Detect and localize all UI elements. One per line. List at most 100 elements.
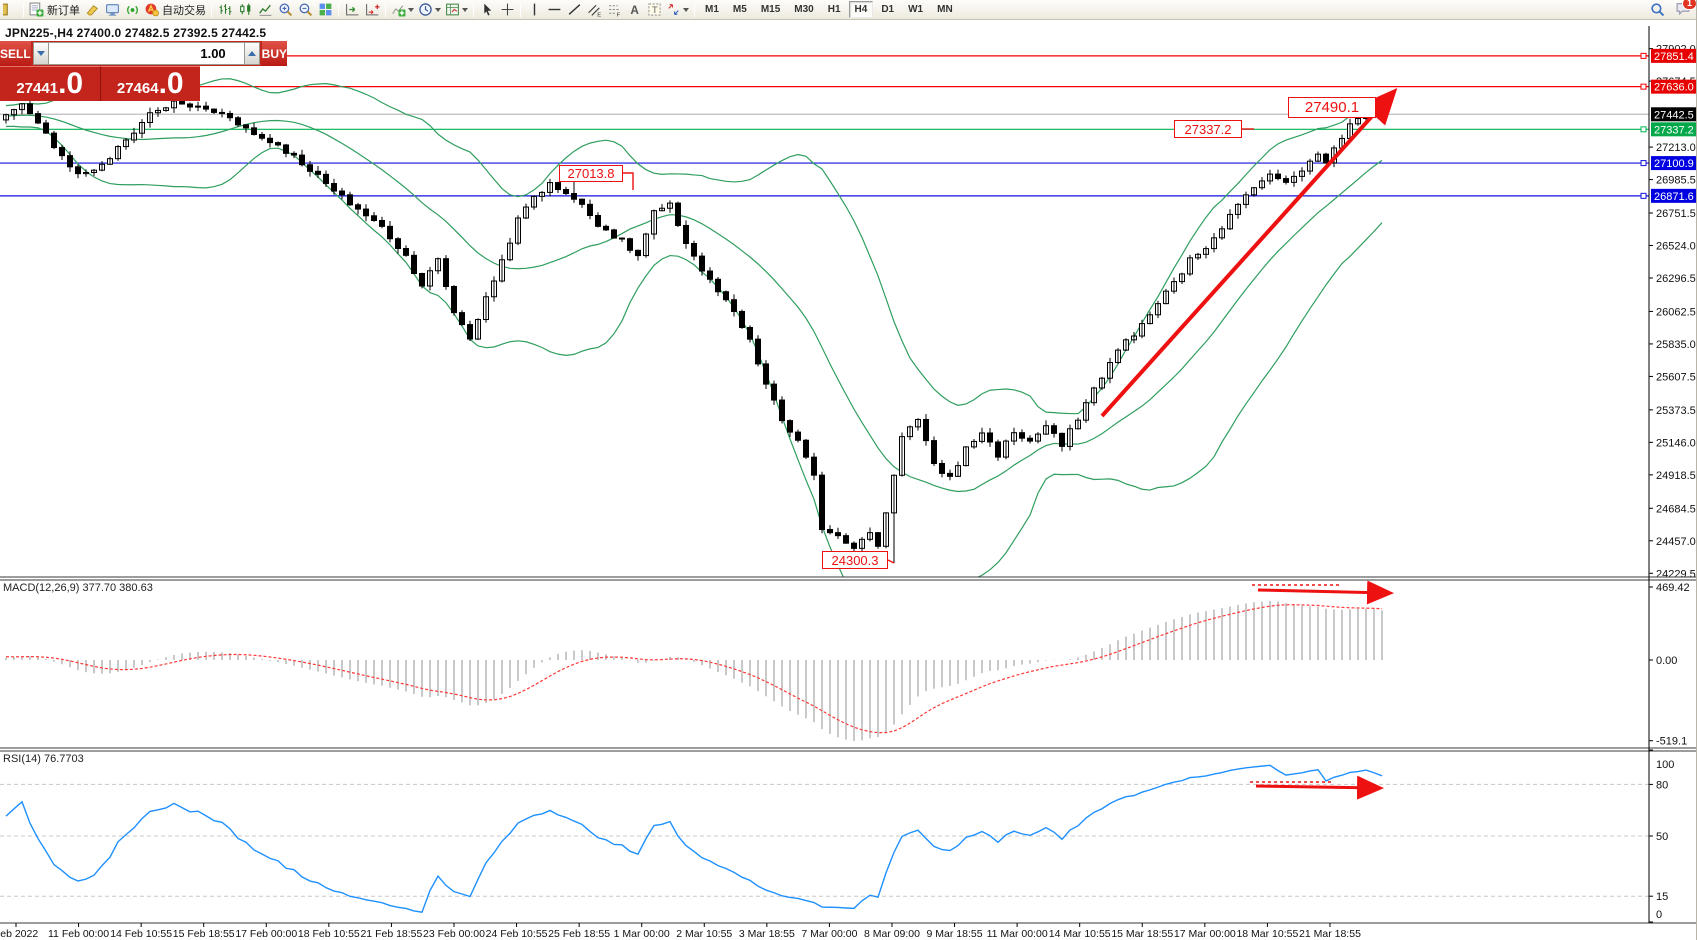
price-annotation-27337[interactable]: 27337.2 [1174,120,1242,138]
buy-price[interactable]: 27464.0 [100,66,200,101]
cursor-icon[interactable] [477,1,497,19]
date-axis-label: 2 Mar 10:55 [676,928,732,940]
zoom-out-icon[interactable] [295,1,315,19]
timeframe-m30-button[interactable]: M30 [794,4,814,15]
date-axis-label: 21 Mar 18:55 [1299,928,1361,940]
date-axis-label: 18 Feb 10:55 [298,928,360,940]
rsi-arrow[interactable] [1255,775,1384,800]
svg-text:469.42: 469.42 [1656,582,1690,594]
timeframe-mn-button[interactable]: MN [937,4,953,15]
fibonacci-icon[interactable]: F [604,1,624,19]
timeframe-m15-button[interactable]: M15 [760,4,781,15]
timeframe-w1-button[interactable]: W1 [908,4,924,15]
notifications-button[interactable]: 1 [1675,0,1696,19]
chart-shift-icon[interactable] [362,1,382,19]
date-axis-label: 18 Mar 10:55 [1236,928,1298,940]
arrows-icon[interactable] [664,1,691,19]
svg-text:24684.5: 24684.5 [1656,503,1696,515]
search-button[interactable] [1647,1,1667,19]
toolbar-divider [385,2,386,17]
new-order-icon[interactable]: 新订单 [27,1,82,19]
timeframe-d1-button[interactable]: D1 [881,4,895,15]
svg-text:24229.5: 24229.5 [1656,568,1696,580]
indicators-icon[interactable] [389,1,416,19]
chart-window-title: JPN225-,H4 27400.0 27482.5 27392.5 27442… [5,26,267,40]
toolbar-divider [211,2,212,17]
macd-arrow[interactable] [1257,580,1394,605]
toolbar-right-group: 1 [1647,0,1696,19]
tile-windows-icon[interactable] [315,1,335,19]
date-axis-label: 15 Mar 18:55 [1111,928,1173,940]
crosshair-icon[interactable] [497,1,517,19]
signals-icon[interactable] [122,1,142,19]
volume-increase-button[interactable] [243,42,260,65]
svg-text:27213.0: 27213.0 [1656,142,1696,154]
macd-plot[interactable] [5,600,1383,741]
date-axis-label: 14 Feb 10:55 [110,928,172,940]
svg-text:27442.5: 27442.5 [1654,109,1694,121]
sell-price[interactable]: 27441.0 [0,66,101,101]
timeframe-h1-button[interactable]: H1 [827,4,841,15]
svg-text:26296.5: 26296.5 [1656,273,1696,285]
toolbar-divider [338,2,339,17]
svg-text:T: T [651,5,657,16]
volume-decrease-button[interactable] [32,42,49,65]
notification-badge: 1 [1681,0,1696,10]
bar-chart-mode-icon[interactable] [215,1,235,19]
svg-text:27851.4: 27851.4 [1654,51,1694,63]
equidistant-channel-icon[interactable]: E [584,1,604,19]
templates-icon[interactable] [443,1,470,19]
periods-icon[interactable] [416,1,443,19]
date-axis-label: 25 Feb 18:55 [548,928,610,940]
svg-text:F: F [616,13,620,17]
vertical-line-icon[interactable] [524,1,544,19]
date-axis-label: 11 Feb 00:00 [48,928,109,940]
price-annotation-24300[interactable]: 24300.3 [822,551,888,569]
svg-text:50: 50 [1656,831,1668,843]
profile-icon[interactable] [82,1,102,19]
text-label-icon[interactable]: T [644,1,664,19]
toolbar-divider [23,2,24,17]
terminal-icon[interactable] [102,1,122,19]
chevron-down-icon [435,7,441,12]
zoom-in-icon[interactable] [275,1,295,19]
candlestick-mode-icon[interactable] [235,1,255,19]
one-click-trading-panel: SELL BUY 27441.0 27464.0 [0,41,288,101]
svg-text:27636.0: 27636.0 [1654,82,1694,94]
timeframe-m5-button[interactable]: M5 [732,4,747,15]
buy-button[interactable]: BUY [261,41,288,66]
timeframe-m1-button[interactable]: M1 [705,4,719,15]
sell-button[interactable]: SELL [0,41,31,66]
auto-scroll-icon[interactable] [342,1,362,19]
trend-arrow[interactable] [1100,88,1398,418]
rsi-line [5,764,1383,913]
text-icon[interactable]: A [624,1,644,19]
date-axis-label: 21 Feb 18:55 [360,928,422,940]
price-annotation-27490[interactable]: 27490.1 [1288,97,1376,118]
price-chart-svg[interactable]: 27902.027674.527213.026985.526751.526524… [0,20,1697,940]
svg-text:26871.6: 26871.6 [1654,191,1694,203]
date-axis-label: 7 Mar 00:00 [801,928,857,940]
trendline-icon[interactable] [564,1,584,19]
auto-trading-icon[interactable]: 自动交易 [142,1,208,19]
line-chart-mode-icon[interactable] [255,1,275,19]
date-axis-label: 24 Feb 10:55 [486,928,548,940]
timeframe-h4-button[interactable]: H4 [848,1,874,18]
macd-indicator-label: MACD(12,26,9) 377.70 380.63 [3,582,153,594]
chart-area[interactable]: 27902.027674.527213.026985.526751.526524… [0,20,1697,940]
svg-text:100: 100 [1656,759,1674,771]
toolbar-divider [520,2,521,17]
auto-trading-button-label: 自动交易 [162,4,206,17]
candlestick-plot[interactable] [3,78,1385,620]
buy-price-main: 27464 [116,80,159,97]
clipped-icon-icon [0,1,20,19]
price-annotation-27013[interactable]: 27013.8 [559,165,623,182]
horizontal-line-icon[interactable] [544,1,564,19]
date-axis-label: 3 Mar 18:55 [739,928,795,940]
volume-input[interactable] [48,42,244,65]
svg-text:27337.2: 27337.2 [1654,124,1694,136]
toolbar-divider [694,2,695,17]
date-axis-label: 17 Feb 00:00 [235,928,297,940]
svg-text:E: E [597,12,601,17]
